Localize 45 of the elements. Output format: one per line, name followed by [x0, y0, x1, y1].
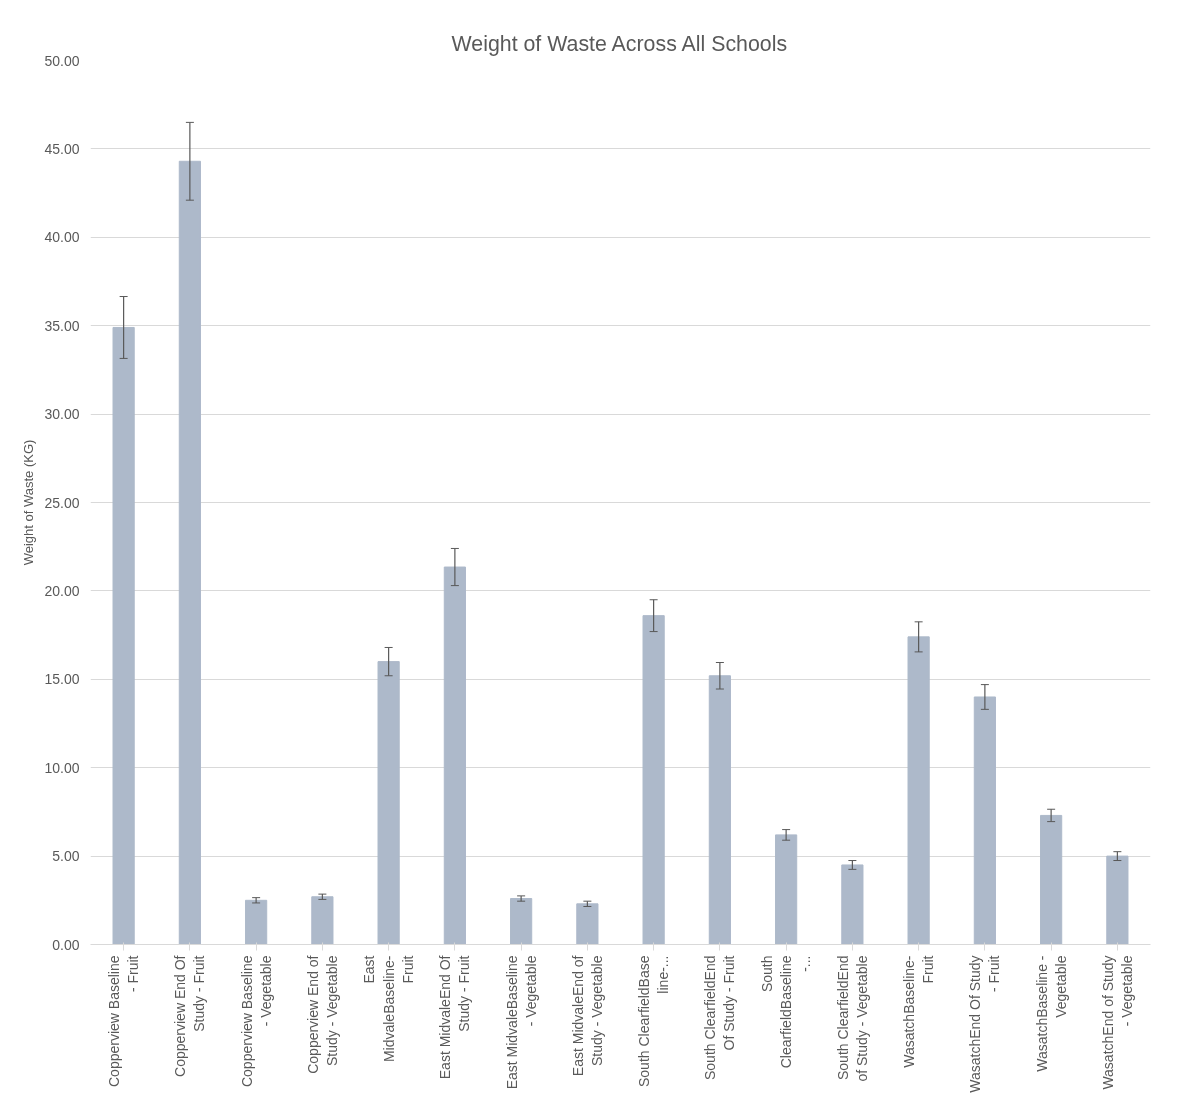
y-tick-label: 45.00 [44, 140, 80, 157]
bar [708, 675, 731, 945]
bar [642, 615, 665, 945]
x-tick-label: South ClearfieldBaseline-... [636, 955, 672, 1088]
y-tick-label: 50.00 [44, 52, 80, 69]
y-tick-label: 35.00 [44, 317, 80, 334]
y-tick-label: 25.00 [44, 494, 80, 511]
bar [178, 160, 201, 945]
y-axis-title: Weight of Waste (KG) [21, 439, 37, 566]
bar [1040, 814, 1063, 945]
x-tick-label: Copperview End of Study - Vegetable [304, 955, 340, 1074]
x-tick-label: South ClearfieldEnd of Study - Vegetable [834, 955, 870, 1082]
y-tick-label: 40.00 [44, 229, 80, 246]
bar [377, 661, 400, 945]
x-tick-label: East MidvaleEnd Of Study - Fruit [437, 955, 473, 1080]
x-tick-label: East MidvaleEnd of Study - Vegetable [569, 955, 605, 1077]
bar [1106, 855, 1129, 945]
x-tick-label: WasatchBaseline - Vegetable [1033, 955, 1069, 1072]
x-tick-label: East MidvaleBaseline- Fruit [361, 955, 416, 1063]
bar [112, 326, 135, 945]
bar [576, 903, 599, 945]
x-tick-label: WasatchEnd of Study - Vegetable [1099, 955, 1135, 1090]
chart-title: Weight of Waste Across All Schools [451, 31, 788, 56]
bar [443, 566, 466, 945]
y-tick-label: 15.00 [44, 671, 80, 688]
x-tick-label: South ClearfieldEnd Of Study - Fruit [702, 955, 738, 1081]
x-tick-label: WasatchEnd Of Study - Fruit [967, 955, 1003, 1093]
y-tick-label: 20.00 [44, 582, 80, 599]
bar [973, 696, 996, 945]
x-tick-label: Copperview Baseline - Fruit [106, 955, 142, 1088]
x-tick-label: South ClearfieldBaseline -... [758, 955, 814, 1069]
x-tick-label: Copperview Baseline - Vegetable [238, 955, 274, 1088]
bar [510, 898, 533, 945]
bar [311, 896, 334, 945]
bar [245, 899, 268, 945]
y-tick-label: 30.00 [44, 406, 80, 423]
y-tick-label: 5.00 [52, 848, 80, 865]
y-tick-label: 10.00 [44, 759, 80, 776]
x-tick-label: Copperview End Of Study - Fruit [172, 955, 208, 1077]
bar [841, 864, 864, 945]
y-tick-label: 0.00 [52, 936, 80, 953]
bar [775, 834, 798, 945]
bar [907, 636, 930, 945]
x-tick-label: WasatchBaseline- Fruit [901, 955, 937, 1068]
x-tick-label: East MidvaleBaseline - Vegetable [503, 955, 539, 1090]
